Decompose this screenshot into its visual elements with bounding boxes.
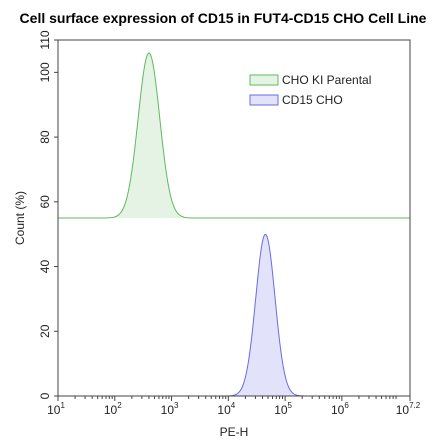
y-tick-label: 80 xyxy=(38,130,52,144)
x-tick-label: 106 xyxy=(331,401,349,417)
legend-entry: CHO KI Parental xyxy=(282,73,371,87)
x-tick-label: 102 xyxy=(104,401,122,417)
y-tick-label: 40 xyxy=(38,260,52,274)
plot-frame xyxy=(57,39,411,397)
y-axis-label: Count (%) xyxy=(13,191,27,245)
cd15-cho-area xyxy=(224,234,306,396)
x-tick-label: 105 xyxy=(274,401,292,417)
series-layer xyxy=(58,52,410,397)
x-axis-label: PE-H xyxy=(220,425,249,439)
y-tick-label: 100 xyxy=(38,62,52,82)
y-tick-label: 60 xyxy=(38,195,52,209)
legend: CHO KI Parental CD15 CHO xyxy=(249,73,371,107)
legend-swatch xyxy=(249,94,279,106)
x-tick-label: 104 xyxy=(217,401,235,417)
legend-swatch xyxy=(249,74,279,86)
y-tick-label: 20 xyxy=(38,324,52,338)
x-tick-label: 103 xyxy=(161,401,179,417)
cd15-cho-line xyxy=(58,233,410,397)
x-tick-label: 101 xyxy=(47,401,65,417)
legend-entry: CD15 CHO xyxy=(282,93,343,107)
cho-ki-parental-area xyxy=(103,52,195,219)
x-axis: 101 102 103 104 105 106 107.2 xyxy=(47,396,421,417)
chart-title: Cell surface expression of CD15 in FUT4-… xyxy=(19,10,427,26)
x-tick-label: 107.2 xyxy=(396,401,421,417)
y-axis: 0 20 40 60 80 100 110 xyxy=(38,30,58,399)
cho-ki-parental-line xyxy=(58,52,410,219)
y-tick-label: 110 xyxy=(38,30,52,49)
y-tick-label: 0 xyxy=(38,392,52,399)
